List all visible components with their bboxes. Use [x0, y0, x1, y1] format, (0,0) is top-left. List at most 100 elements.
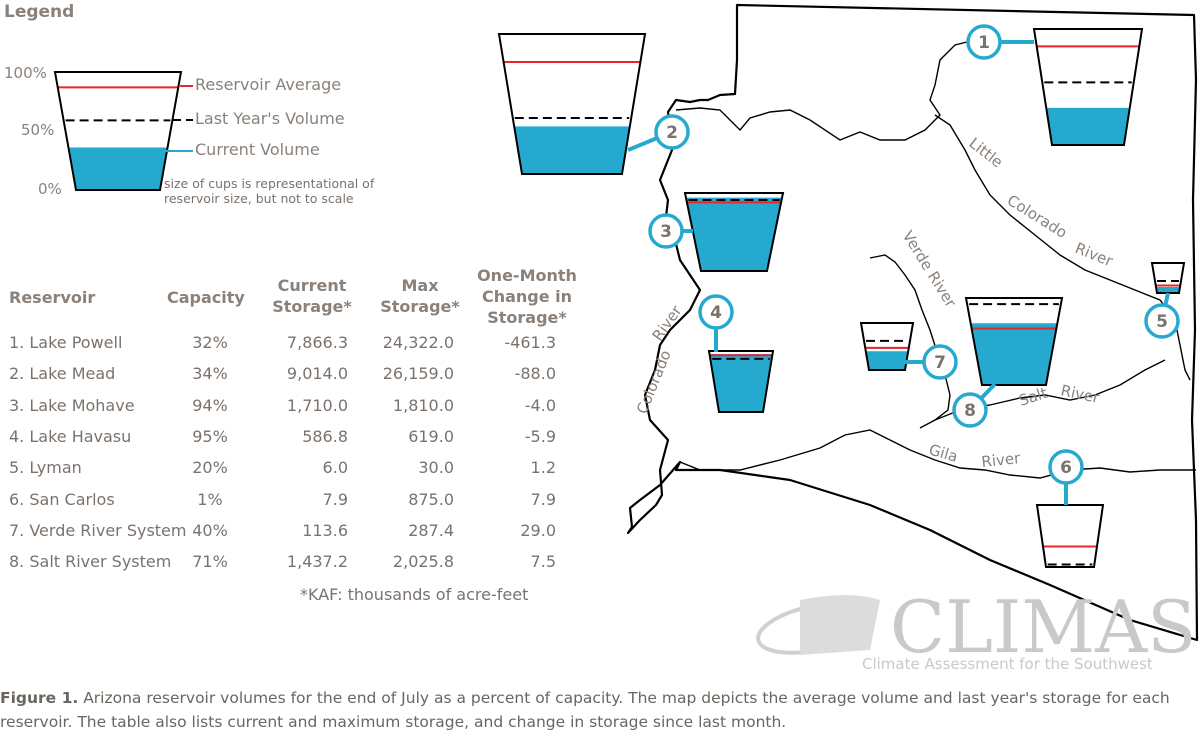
capacity-cell: 32%	[192, 333, 228, 352]
legend-tick-100: 100%	[4, 64, 47, 82]
table-header-change-line2: Change in	[481, 287, 573, 306]
legend-label-last-year: Last Year's Volume	[195, 109, 345, 128]
cup-water-4	[709, 354, 773, 412]
max-storage-cell: 2,025.8	[392, 552, 454, 571]
change-cell: -5.9	[524, 427, 556, 446]
badge-number-7: 7	[934, 353, 946, 373]
reservoir-cup-4	[707, 350, 775, 413]
badge-number-8: 8	[964, 401, 976, 421]
change-cell: -461.3	[504, 333, 556, 352]
caption-text: Arizona reservoir volumes for the end of…	[0, 689, 1170, 731]
reservoir-cup-3	[683, 192, 785, 272]
badge-circle-3	[648, 213, 684, 249]
cup-water-1	[1046, 107, 1130, 145]
climas-logo-mark	[800, 595, 880, 655]
capacity-cell: 71%	[192, 552, 228, 571]
reservoir-badge-7: 7	[904, 344, 958, 380]
cup-water-3	[685, 197, 783, 271]
river-label-river-west: River	[649, 301, 687, 344]
badge-circle-4	[698, 294, 734, 330]
reservoir-badges: 1 2 3 4 5 6 7 8	[627, 24, 1180, 505]
gila-river	[679, 429, 1196, 479]
capacity-cell: 94%	[192, 396, 228, 415]
badge-number-4: 4	[710, 303, 722, 323]
river-label-colorado-upper: Colorado	[1004, 191, 1070, 242]
current-storage-cell: 7,866.3	[286, 333, 348, 352]
badge-circle-8	[952, 392, 988, 428]
reservoir-badge-4: 4	[698, 294, 734, 352]
cup-outline-8	[964, 297, 1064, 386]
capacity-cell: 1%	[197, 490, 223, 509]
reservoir-cup-5	[1150, 262, 1186, 294]
river-label-gila: Gila	[927, 441, 960, 466]
current-storage-cell: 1,437.2	[286, 552, 348, 571]
capacity-cell: 40%	[192, 521, 228, 540]
reservoir-name: 4. Lake Havasu	[9, 427, 132, 446]
river-label-colorado-west: Colorado	[633, 348, 675, 417]
badge-number-1: 1	[978, 33, 990, 53]
legend-title: Legend	[4, 2, 75, 22]
reservoir-name: 3. Lake Mohave	[9, 396, 135, 415]
reservoir-name: 5. Lyman	[9, 458, 82, 477]
river-label-little: Little	[966, 134, 1007, 171]
badge-circle-6	[1048, 449, 1084, 485]
badge-number-2: 2	[666, 123, 678, 143]
legend-cup	[53, 71, 193, 191]
current-storage-cell: 113.6	[302, 521, 348, 540]
table-header-capacity: Capacity	[167, 288, 245, 307]
badge-circle-1	[966, 24, 1002, 60]
cup-outline-6	[1035, 504, 1105, 568]
reservoir-badge-6: 6	[1048, 449, 1084, 505]
reservoir-name: 6. San Carlos	[9, 490, 115, 509]
reservoir-name: 7. Verde River System	[9, 521, 187, 540]
cup-outline-legend	[53, 71, 183, 191]
river-label-salt: Salt	[1017, 384, 1050, 410]
legend-tick-50: 50%	[21, 121, 55, 139]
cup-water-7	[865, 351, 909, 370]
table-header-reservoir: Reservoir	[9, 288, 96, 307]
verde-river	[869, 254, 951, 429]
reservoir-name: 1. Lake Powell	[9, 333, 123, 352]
reservoir-name: 2. Lake Mead	[9, 364, 116, 383]
table-header-current-line2: Storage*	[272, 297, 352, 316]
current-storage-cell: 9,014.0	[286, 364, 348, 383]
reservoir-badge-3: 3	[648, 213, 693, 249]
table-header-current: Current Storage*	[270, 275, 354, 317]
cup-outline-1	[1032, 28, 1144, 146]
badge-circle-7	[922, 344, 958, 380]
change-cell: 7.9	[530, 490, 556, 509]
cup-outline-7	[859, 322, 915, 371]
river-label-gila-river: River	[981, 449, 1022, 471]
reservoir-badge-2: 2	[627, 114, 690, 152]
cup-water-2	[514, 126, 630, 174]
change-cell: 29.0	[520, 521, 556, 540]
climas-logo-subtitle: Climate Assessment for the Southwest	[862, 655, 1153, 673]
badge-circle-2	[654, 114, 690, 150]
table-header-change-line3: Storage*	[487, 308, 567, 327]
climas-logo: CLIMAS Climate Assessment for the Southw…	[756, 585, 1196, 673]
cup-outline-3	[683, 192, 785, 272]
reservoir-badge-8: 8	[952, 382, 997, 428]
little-colorado-river	[934, 114, 1191, 381]
cup-water-8	[970, 323, 1058, 385]
table-header-current-line1: Current	[277, 276, 347, 295]
cup-outline-5	[1150, 262, 1186, 294]
caption-label: Figure 1.	[0, 689, 79, 707]
badge-number-6: 6	[1060, 458, 1072, 478]
max-storage-cell: 875.0	[408, 490, 454, 509]
climas-logo-text: CLIMAS	[890, 585, 1196, 669]
table-header-change-line1: One-Month	[477, 266, 577, 285]
reservoir-cup-2	[497, 33, 647, 175]
capacity-cell: 95%	[192, 427, 228, 446]
table-footnote: *KAF: thousands of acre-feet	[300, 585, 529, 604]
legend-label-current: Current Volume	[195, 140, 320, 159]
figure-caption: Figure 1. Arizona reservoir volumes for …	[0, 686, 1200, 734]
badge-number-3: 3	[660, 222, 672, 242]
reservoir-badge-5: 5	[1144, 292, 1180, 339]
max-storage-cell: 30.0	[418, 458, 454, 477]
cup-outline-4	[707, 350, 775, 413]
reservoir-name: 8. Salt River System	[9, 552, 172, 571]
reservoir-cup-6	[1035, 504, 1105, 568]
max-storage-cell: 287.4	[408, 521, 454, 540]
